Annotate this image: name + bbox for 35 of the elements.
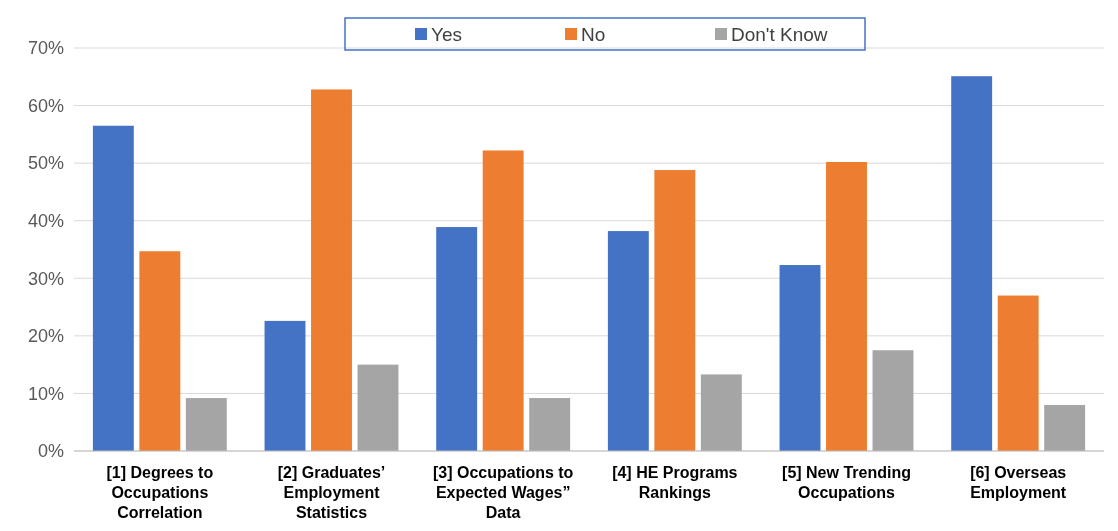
bar: [872, 350, 914, 451]
bar: [826, 161, 867, 451]
bar: [436, 227, 478, 451]
y-tick-label: 40%: [27, 211, 64, 232]
bar: [185, 398, 227, 451]
bar: [482, 150, 524, 451]
bar: [607, 231, 649, 451]
legend-label: Yes: [431, 23, 462, 45]
legend-label: No: [581, 23, 606, 45]
bar: [654, 170, 696, 451]
bar: [92, 125, 134, 451]
bar: [779, 265, 821, 451]
bar: [997, 295, 1039, 451]
x-tick-label: [5] New Trending Occupations: [782, 464, 911, 501]
bar: [357, 364, 399, 451]
bar: [700, 374, 742, 451]
x-tick-label: [1] Degrees to Occupations Correlation: [106, 464, 214, 521]
bar: [311, 89, 352, 451]
bar: [139, 251, 181, 451]
y-tick-label: 50%: [27, 153, 64, 174]
x-tick-label: [4] HE Programs Rankings: [612, 464, 738, 501]
y-tick-label: 0%: [37, 441, 64, 462]
y-tick-label: 30%: [27, 268, 64, 289]
x-tick-label: [3] Occupations to Expected Wages” Data: [432, 464, 574, 521]
legend-label: Don't Know: [731, 23, 828, 45]
bar: [951, 76, 993, 451]
y-tick-label: 20%: [27, 326, 64, 347]
x-tick-label: [2] Graduates’ Employment Statistics: [277, 464, 386, 521]
y-tick-label: 10%: [27, 383, 64, 404]
y-tick-label: 60%: [27, 95, 64, 116]
y-tick-label: 70%: [27, 38, 64, 59]
x-tick-label: [6] Overseas Employment: [970, 464, 1067, 501]
bar: [1044, 404, 1086, 451]
bar: [529, 398, 571, 451]
bar: [264, 320, 306, 451]
